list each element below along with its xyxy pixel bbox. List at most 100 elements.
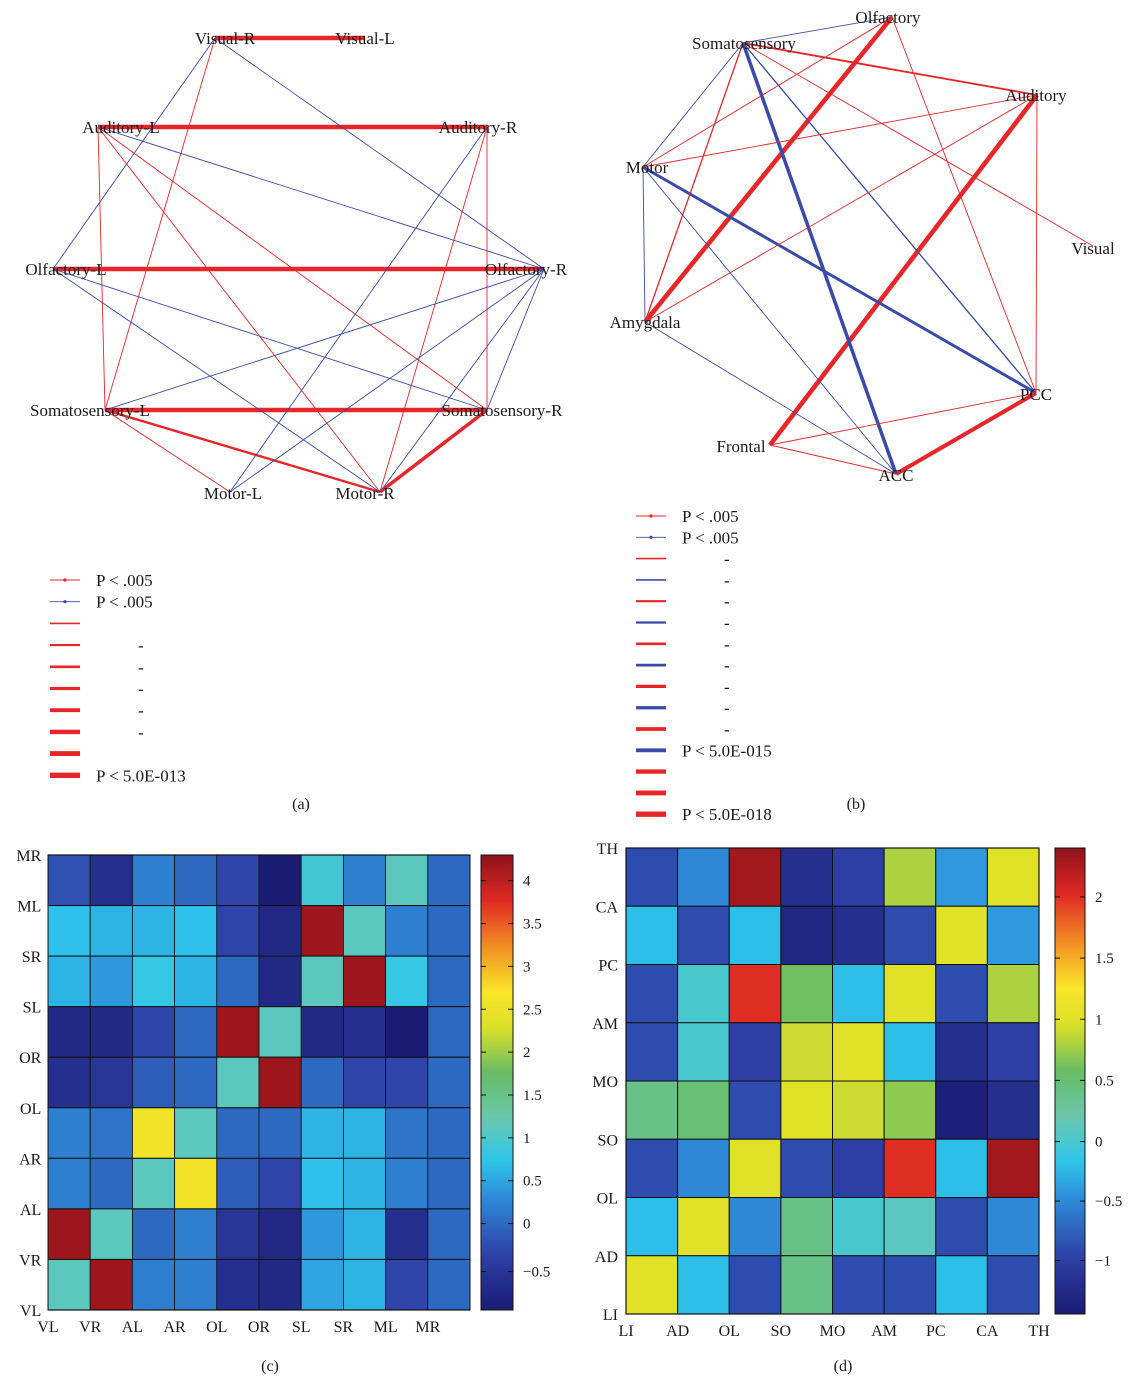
panel-d-cell-r3-c2 [728,1022,782,1082]
panel-c-cell-r3-c3 [174,1006,218,1058]
panel-c-cell-r0-c2 [131,854,176,907]
panel-a-edge-olfactory-l-somatosensory-r [52,268,488,411]
panel-a-node-auditory-r: Auditory-R [439,118,518,137]
panel-c-xtick-or: OR [248,1319,271,1336]
panel-c-cell-r3-c1 [89,1006,133,1058]
panel-d-cell-r0-c0 [625,847,679,907]
panel-d-xtick-mo: MO [820,1323,846,1340]
panel-d-colorbar-label-6: 2 [1095,890,1103,906]
panel-a-edge-olfactory-r-motor-l [229,268,545,493]
panel-a-edge-auditory-r-motor-l [229,126,488,493]
panel-b-legend-label-1: P < .005 [682,528,739,547]
panel-b-legend-label-9: - [724,699,730,718]
panel-c-cell-r3-c7 [342,1006,387,1058]
panel-b-edge-olfactory-pcc [891,16,1037,394]
panel-b-edge-pcc-acc [894,391,1038,476]
panel-a-node-motor-r: Motor-R [335,484,395,503]
panel-a-legend-marker-1 [63,600,67,604]
panel-b-edges [642,15,1094,476]
panel-b-edge-somatosensory-acc [741,42,898,475]
panel-d-cell-r2-c0 [625,964,679,1024]
panel-d-cell-r1-c6 [935,905,988,965]
panel-a-legend-label-1: P < .005 [96,593,153,612]
panel-c-colorbar-label-7: 3 [523,959,531,975]
panel-d-cell-r0-c6 [935,847,988,907]
panel-d-cell-r4-c7 [986,1080,1040,1140]
panel-a-edge-auditory-r-motor-r [379,126,488,493]
panel-c-cell-r2-c0 [47,955,91,1008]
panel-c-cell-r7-c0 [47,1208,91,1260]
panel-c-colorbar-label-4: 1.5 [523,1088,542,1104]
panel-c-cell-r5-c2 [131,1107,176,1159]
panel-c-cell-r4-c9 [427,1056,471,1109]
panel-d-xtick-li: LI [618,1323,633,1340]
panel-d-cell-r1-c1 [677,905,730,965]
panel-c-cell-r0-c9 [427,854,471,907]
panel-c-cell-r0-c5 [258,854,302,907]
panel-d-cell-r5-c6 [935,1138,988,1198]
panel-c-cell-r5-c4 [216,1107,260,1159]
panel-b-legend-label-0: P < .005 [682,507,739,526]
panel-d-cell-r7-c1 [677,1255,730,1315]
panel-b-edge-amygdala-acc [644,321,897,475]
panel-d-cell-r7-c7 [986,1255,1040,1315]
panel-b-legend-label-14: P < 5.0E-018 [682,805,772,824]
panel-c-xtick-sl: SL [292,1319,311,1336]
panel-b-label: (b) [847,796,866,813]
panel-b-edge-olfactory-motor [642,16,893,168]
panel-d-cell-r3-c7 [986,1022,1040,1082]
panel-c-cell-r0-c7 [342,854,387,907]
panel-c-cell-r0-c6 [300,854,344,907]
panel-c-cell-r4-c4 [216,1056,260,1109]
panel-c-cell-r6-c0 [47,1157,91,1210]
panel-c-colorbar-gradient [480,854,514,1311]
panel-a-edges [52,35,545,494]
panel-d-ytick-ol: OL [597,1191,618,1208]
panel-a-node-auditory-l: Auditory-L [82,118,159,137]
panel-d-cell-r2-c6 [935,964,988,1024]
panel-d-xtick-ol: OL [719,1323,740,1340]
panel-d-cell-r5-c2 [728,1138,782,1198]
panel-d-cell-r1-c7 [986,905,1040,965]
panel-d-ytick-pc: PC [598,958,618,975]
panel-b-edge-motor-auditory [642,94,1038,168]
panel-c-cell-r2-c8 [385,955,429,1008]
panel-d-frame [625,847,1040,1315]
panel-a-edge-auditory-l-somatosensory-l [97,126,106,411]
panel-c-cell-r3-c9 [427,1006,471,1058]
panel-c-ytick-or: OR [19,1050,42,1067]
panel-a-node-labels: Visual-R Visual-L Auditory-L Auditory-R Olfa… [25,29,567,503]
panel-b-edge-somatosensory-visual [742,42,1094,247]
panel-a-legend-label-7: - [138,723,144,742]
panel-c-ytick-sl: SL [23,1000,42,1017]
panel-b-legend-label-3: - [724,571,730,590]
panel-c-cell-r4-c7 [342,1056,387,1109]
panel-a-legend-label-5: - [138,680,144,699]
panel-d-cell-r5-c4 [832,1138,885,1198]
panel-c-cell-r4-c5 [258,1056,302,1109]
panel-c-cell-r5-c5 [258,1107,302,1159]
panel-d-cell-r3-c6 [935,1022,988,1082]
panel-d-xtick-th: TH [1028,1323,1050,1340]
panel-b-node-motor: Motor [626,158,669,177]
panel-c-cell-r0-c8 [385,854,429,907]
panel-d-cell-r5-c3 [780,1138,833,1198]
panel-c-cell-r4-c2 [131,1056,176,1109]
panel-b-legend-marker-1 [649,535,653,539]
panel-c-xtick-ml: ML [374,1319,398,1336]
panel-c-cell-r1-c0 [47,905,91,957]
panel-c-cell-r6-c7 [342,1157,387,1210]
panel-d-colorbar: −1 −0.5 0 0.5 1 1.5 2 [1054,847,1122,1315]
panel-c-colorbar-label-8: 3.5 [523,917,542,933]
panel-c-ytick-vl: VL [20,1303,41,1320]
panel-c-colorbar-label-9: 4 [523,874,531,890]
panel-c-cell-r2-c3 [174,955,218,1008]
panel-d-cell-r2-c1 [677,964,730,1024]
panel-a-legend: P < .005 P < .005 - - - - - P < 5.0E-013 [50,571,186,785]
panel-d-ytick-mo: MO [592,1074,618,1091]
panel-c-cell-r1-c1 [89,905,133,957]
panel-d-cell-r6-c4 [832,1197,885,1257]
panel-c-cell-r7-c9 [427,1208,471,1260]
panel-c-cell-r3-c0 [47,1006,91,1058]
panel-a-legend-label-4: - [138,658,144,677]
